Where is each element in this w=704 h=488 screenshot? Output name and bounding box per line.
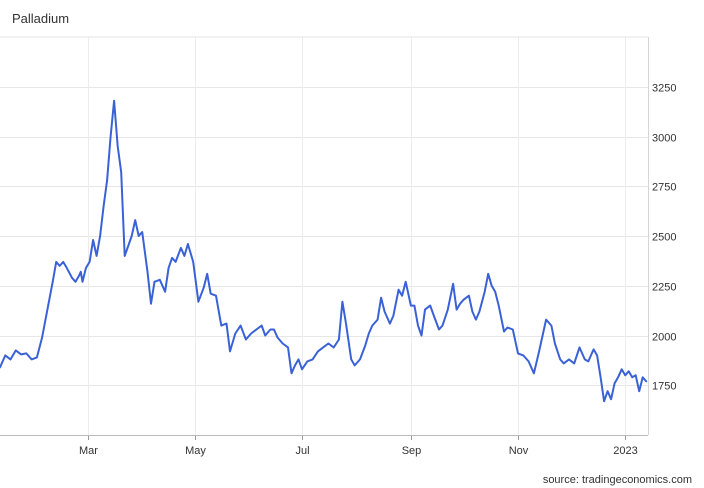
y-tick-labels: 1750 2000 2250 2500 2750 3000 3250 (652, 83, 676, 393)
y-tick-label: 2500 (652, 232, 676, 244)
x-tick-label: 2023 (613, 445, 637, 457)
y-tick-label: 2250 (652, 282, 676, 294)
x-tick-label: Mar (79, 445, 98, 457)
y-tick-label: 2000 (652, 332, 676, 344)
series-line-0 (0, 99, 648, 403)
y-gridlines (0, 36, 648, 386)
source-label: source: tradingeconomics.com (542, 474, 692, 486)
chart-title: Palladium (12, 11, 70, 26)
x-tick-label: May (185, 445, 206, 457)
x-tick-label: Nov (509, 445, 529, 457)
y-tick-label: 3000 (652, 133, 676, 145)
series (0, 99, 648, 403)
y-tick-label: 2750 (652, 182, 676, 194)
y-tick-label: 1750 (652, 381, 676, 393)
y-tick-label: 3250 (652, 83, 676, 95)
axes (0, 37, 649, 440)
x-tick-labels: Mar May Jul Sep Nov 2023 (79, 445, 638, 457)
x-tick-label: Sep (402, 445, 422, 457)
x-tick-label: Jul (295, 445, 309, 457)
